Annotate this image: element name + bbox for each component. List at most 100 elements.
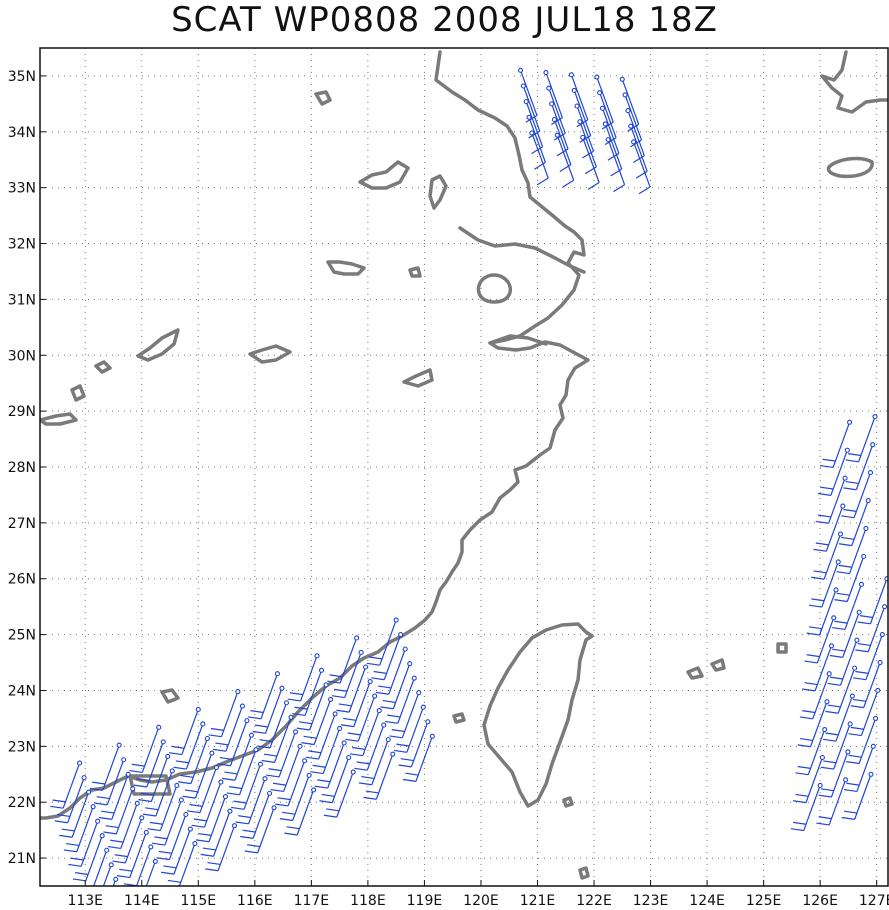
y-tick-label: 30N xyxy=(8,348,36,364)
y-tick-label: 27N xyxy=(8,516,36,532)
wind-barb xyxy=(354,722,387,771)
wind-barbs xyxy=(50,67,888,886)
wind-barb xyxy=(336,664,369,713)
axis-ticks: 113E 114E 115E 116E 117E 118E 119E 120E 121E 122E… xyxy=(8,69,889,909)
wind-barb xyxy=(363,751,396,800)
wind-barb xyxy=(301,696,334,746)
wind-barb xyxy=(841,470,874,519)
x-tick-label: 122E xyxy=(576,893,612,909)
wind-barb xyxy=(191,779,224,828)
x-tick-label: 126E xyxy=(802,893,838,909)
wind-barb xyxy=(112,876,119,886)
x-tick-label: 115E xyxy=(181,893,217,909)
wind-barb xyxy=(790,782,823,832)
wind-barb xyxy=(808,559,841,608)
wind-barb xyxy=(366,617,399,666)
wind-barb xyxy=(825,665,858,714)
wind-barb xyxy=(310,725,343,775)
y-tick-label: 23N xyxy=(8,739,36,755)
wind-barb xyxy=(843,743,876,793)
x-tick-label: 123E xyxy=(633,893,669,909)
wind-barb xyxy=(815,475,848,524)
wind-barb xyxy=(142,768,175,817)
wind-barb xyxy=(380,661,413,710)
wind-barb xyxy=(827,637,860,686)
wind-barb xyxy=(63,804,96,853)
wind-barb xyxy=(384,675,417,724)
wind-barb xyxy=(261,714,294,763)
wind-barb xyxy=(116,829,149,879)
wind-barb xyxy=(231,761,264,810)
wind-barb xyxy=(402,733,435,782)
wind-barb xyxy=(393,704,426,753)
hangzhou-bay xyxy=(488,334,548,346)
small-lake-3 xyxy=(40,412,78,426)
wind-barb xyxy=(151,797,184,846)
changjiang-estuary xyxy=(458,226,586,274)
wind-barb xyxy=(520,83,541,139)
y-tick-label: 34N xyxy=(8,125,36,141)
y-tick-label: 26N xyxy=(8,572,36,588)
wind-barb xyxy=(89,742,122,791)
wind-barb xyxy=(145,858,158,886)
wind-barb xyxy=(816,777,849,826)
y-tick-label: 21N xyxy=(8,851,36,867)
wind-barb xyxy=(156,811,189,861)
wind-barb xyxy=(345,693,378,742)
wind-barb xyxy=(217,718,250,767)
wind-barb xyxy=(177,735,210,785)
wind-barb xyxy=(848,687,881,737)
y-tick-label: 32N xyxy=(8,237,36,253)
taiwan-coastline xyxy=(482,622,594,808)
y-tick-label: 24N xyxy=(8,683,36,699)
wind-barb xyxy=(240,790,273,839)
wind-barb xyxy=(331,649,364,699)
x-tick-label: 118E xyxy=(350,893,386,909)
wind-barb xyxy=(182,750,215,799)
wind-barb xyxy=(797,699,830,748)
wind-barb xyxy=(257,700,290,749)
ryukyu-island-2 xyxy=(710,658,726,672)
wind-barb xyxy=(187,765,219,814)
wind-barb xyxy=(375,646,408,695)
y-tick-label: 35N xyxy=(8,69,36,85)
y-tick-label: 31N xyxy=(8,292,36,308)
chaohu-lake xyxy=(326,260,366,276)
wind-barb xyxy=(631,139,651,195)
wind-barb xyxy=(93,847,110,886)
wind-barb xyxy=(138,753,171,803)
wind-barb xyxy=(813,503,846,552)
wind-barb xyxy=(200,808,233,857)
wind-barb xyxy=(205,823,238,872)
wind-barb xyxy=(305,711,338,760)
small-lake-5 xyxy=(160,688,180,704)
china-coastline xyxy=(40,50,590,820)
wind-barb xyxy=(852,632,885,681)
wind-barb xyxy=(168,706,201,756)
wind-barb xyxy=(208,689,241,738)
wind-barb xyxy=(244,805,277,854)
wind-barb xyxy=(371,632,404,681)
wind-barb xyxy=(850,659,883,709)
wind-barb xyxy=(327,635,360,684)
wind-barb xyxy=(275,758,308,807)
wind-barb xyxy=(133,739,166,788)
wind-barb xyxy=(173,721,206,770)
penghu-island xyxy=(452,712,466,724)
jeju-island xyxy=(826,156,874,179)
small-lake-6 xyxy=(408,266,422,278)
hongze-lake xyxy=(358,160,410,190)
wind-barb xyxy=(841,771,874,820)
x-tick-label: 113E xyxy=(67,893,103,909)
map-title: SCAT WP0808 2008 JUL18 18Z xyxy=(171,0,718,40)
wind-barb xyxy=(838,497,871,547)
small-lake-2 xyxy=(94,360,112,374)
wind-barb xyxy=(529,130,549,186)
x-tick-label: 120E xyxy=(463,893,499,909)
wind-barb xyxy=(68,818,101,867)
wind-barb xyxy=(161,826,193,875)
wind-barb xyxy=(129,724,162,774)
wind-barb xyxy=(349,708,382,757)
taihu-lake xyxy=(476,273,513,304)
